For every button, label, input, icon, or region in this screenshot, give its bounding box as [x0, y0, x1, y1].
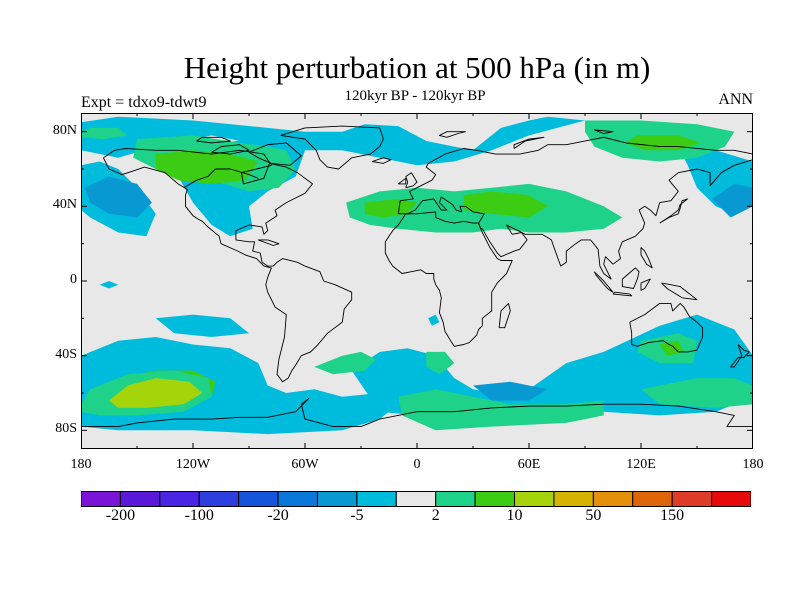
colorbar-label: -100	[184, 507, 214, 524]
coastline-4	[81, 398, 753, 428]
coastline-18	[640, 278, 651, 291]
x-tick-label: 120W	[175, 457, 211, 472]
chart-subtitle: 120kyr BP - 120kyr BP	[344, 88, 486, 104]
colorbar-label: 2	[431, 507, 440, 524]
coastline-12	[398, 177, 407, 185]
coastline-25	[593, 129, 614, 134]
x-tick-label: 180	[742, 457, 764, 472]
chart-title: Height perturbation at 500 hPa (in m)	[183, 50, 651, 85]
colorbar-box-5	[277, 491, 318, 507]
colorbar-box-15	[671, 491, 713, 507]
x-tick-label: 60W	[291, 457, 319, 472]
anomaly-region-26	[641, 378, 753, 408]
x-tick-label: 180	[70, 457, 92, 472]
colorbar-box-12	[553, 491, 594, 507]
coastline-20	[640, 247, 653, 269]
anomaly-region-7	[155, 150, 259, 184]
coastline-14	[498, 302, 511, 329]
coastline-1	[397, 136, 753, 280]
colorbar-box-16	[711, 491, 751, 507]
colorbar-box-6	[316, 491, 358, 507]
y-tick-label: 80N	[52, 122, 77, 138]
colorbar-box-10	[474, 491, 516, 507]
y-tick-label: 0	[70, 272, 77, 287]
x-tick-label: 120E	[626, 457, 656, 472]
height-perturbation-map	[81, 113, 753, 449]
colorbar-box-9	[435, 491, 476, 507]
coastline-10	[372, 157, 392, 164]
coastline-8	[211, 144, 250, 155]
colorbar-box-11	[514, 491, 555, 507]
colorbar-box-8	[395, 491, 437, 507]
y-tick-label: 40N	[52, 197, 77, 213]
coastline-22	[257, 239, 280, 246]
colorbar-box-0	[81, 491, 121, 507]
anomaly-region-29	[428, 314, 440, 326]
anomaly-region-0	[81, 116, 585, 166]
coastline-0	[102, 148, 353, 383]
colorbar-box-2	[159, 491, 200, 507]
colorbar-box-13	[592, 491, 634, 507]
anomaly-region-19	[155, 314, 249, 337]
anomaly-region-8	[81, 127, 128, 140]
coastline-24	[513, 136, 545, 149]
anomaly-region-12	[364, 198, 417, 218]
coastline-11	[405, 172, 418, 189]
coastline-5	[280, 125, 384, 170]
anomaly-region-5	[711, 183, 753, 218]
anomaly-region-27	[473, 381, 548, 401]
anomaly-region-4	[84, 176, 152, 218]
colorbar-box-4	[238, 491, 279, 507]
colorbar-box-3	[198, 491, 240, 507]
colorbar-label: -20	[267, 507, 289, 524]
anomaly-region-21	[314, 351, 376, 375]
colorbar-label: -5	[350, 507, 364, 524]
experiment-label: Expt = tdxo9-tdwt9	[81, 94, 207, 111]
anomaly-region-23	[398, 389, 604, 431]
colorbar-box-1	[119, 491, 161, 507]
anomaly-region-13	[463, 191, 548, 218]
y-tick-label: 80S	[55, 421, 77, 437]
colorbar-label: 50	[585, 507, 602, 524]
coastline-3	[629, 302, 704, 353]
x-tick-label: 60E	[517, 457, 541, 472]
coastline-15	[593, 271, 614, 293]
coastline-17	[621, 267, 640, 289]
x-tick-label: 0	[413, 457, 421, 472]
coastline-21	[730, 344, 750, 368]
colorbar	[81, 491, 751, 507]
colorbar-box-14	[632, 491, 673, 507]
coastline-13	[659, 198, 689, 224]
map-frame	[81, 113, 753, 449]
anomaly-region-28	[99, 281, 119, 289]
colorbar-label: 10	[506, 507, 523, 524]
anomaly-region-18	[109, 378, 203, 408]
y-tick-label: 40S	[55, 346, 77, 362]
coastline-6	[183, 168, 259, 189]
season-label: ANN	[718, 91, 753, 108]
coastline-7	[248, 142, 302, 166]
coastline-9	[196, 136, 231, 144]
coastline-19	[661, 282, 698, 301]
coastline-23	[438, 131, 466, 138]
anomaly-region-22	[426, 351, 455, 375]
coastline-2	[384, 211, 513, 347]
coastline-16	[612, 291, 633, 297]
colorbar-box-7	[356, 491, 397, 507]
colorbar-label: 150	[660, 507, 685, 524]
colorbar-label: -200	[105, 507, 136, 524]
